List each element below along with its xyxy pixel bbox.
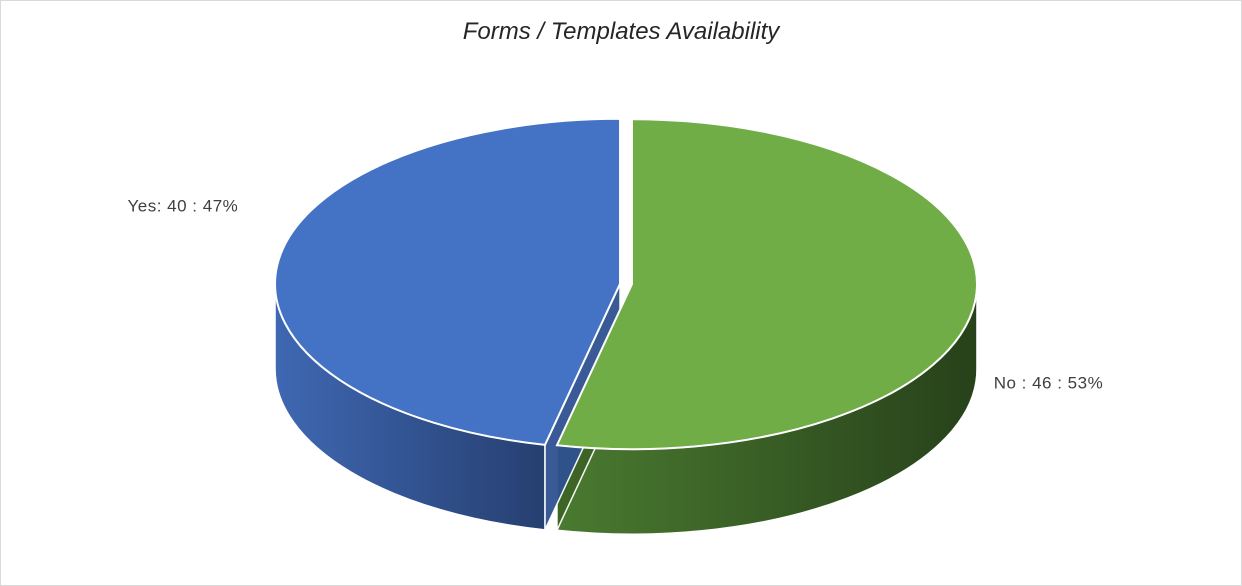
pie-slice-yes <box>274 117 622 446</box>
data-label-yes: Yes: 40 : 47% <box>128 197 239 216</box>
chart-title: Forms / Templates Availability <box>462 18 780 45</box>
pie-slice-no <box>555 118 978 451</box>
data-label-no: No : 46 : 53% <box>994 373 1104 392</box>
